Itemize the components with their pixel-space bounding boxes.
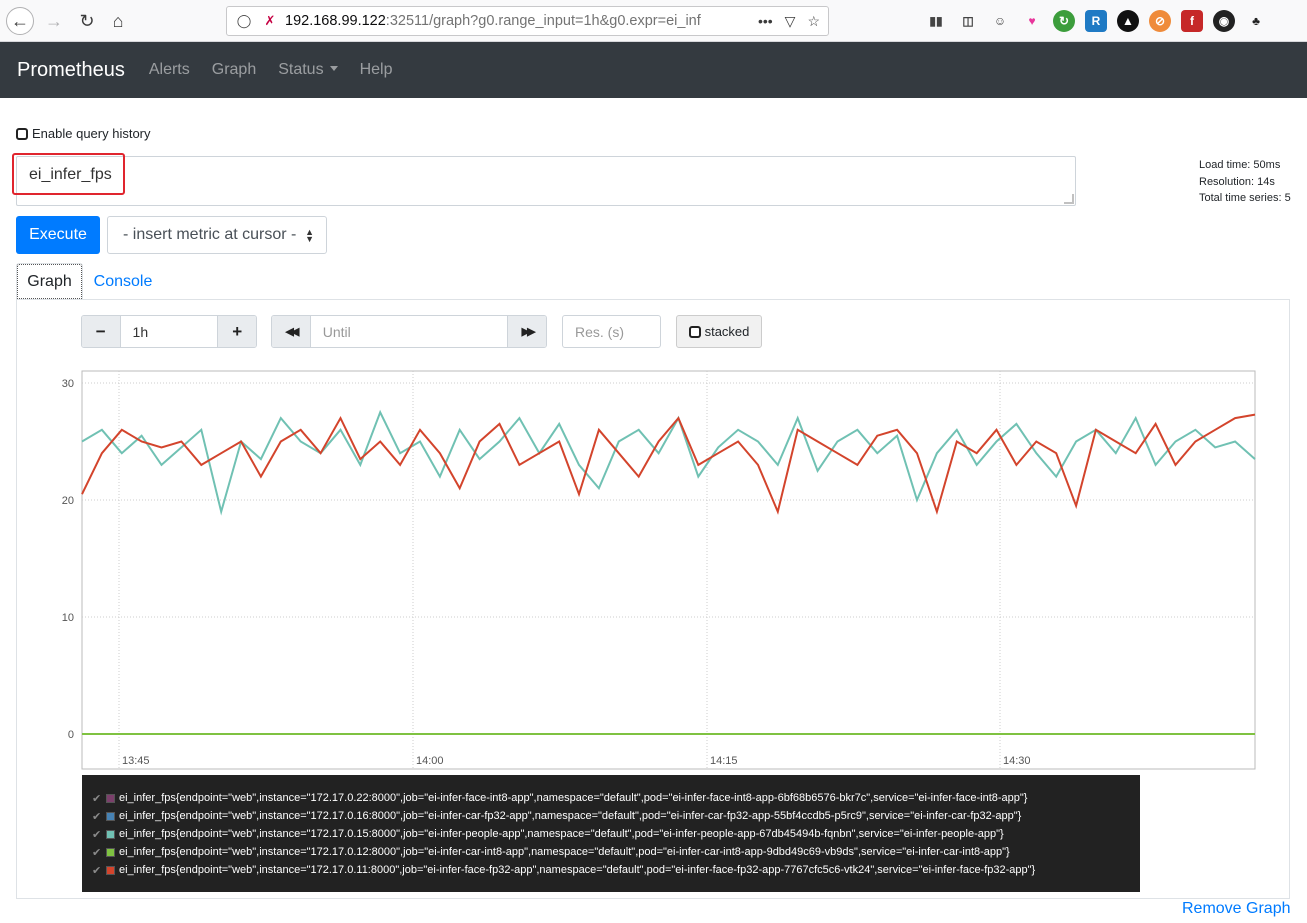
query-stats: Load time: 50ms Resolution: 14s Total ti… — [1199, 157, 1291, 207]
y-tick-label: 30 — [62, 378, 74, 390]
legend-label: ei_infer_fps{endpoint="web",instance="17… — [119, 810, 1021, 822]
tab-console[interactable]: Console — [91, 263, 155, 300]
expression-input[interactable] — [16, 156, 1076, 206]
until-input[interactable]: Until — [310, 316, 509, 347]
stacked-checkbox[interactable] — [689, 326, 701, 338]
more-actions-icon[interactable]: ••• — [758, 13, 773, 30]
prometheus-navbar: Prometheus Alerts Graph Status Help — [0, 42, 1307, 98]
url-text[interactable]: 192.168.99.122:32511/graph?g0.range_inpu… — [285, 13, 740, 29]
range-plus-button[interactable]: + — [218, 316, 256, 347]
library-icon[interactable]: ▮▮ — [925, 10, 947, 32]
legend-label: ei_infer_fps{endpoint="web",instance="17… — [119, 864, 1035, 876]
r-extension-icon[interactable]: R — [1085, 10, 1107, 32]
legend-swatch — [106, 830, 115, 839]
remove-graph-link[interactable]: Remove Graph — [1182, 900, 1291, 918]
y-tick-label: 0 — [68, 729, 74, 741]
stacked-toggle[interactable]: stacked — [676, 315, 762, 348]
legend-swatch — [106, 848, 115, 857]
y-tick-label: 10 — [62, 612, 74, 624]
legend-label: ei_infer_fps{endpoint="web",instance="17… — [119, 828, 1004, 840]
view-tabs: Graph Console — [16, 263, 1290, 300]
tab-graph[interactable]: Graph — [16, 263, 83, 300]
legend-swatch — [106, 812, 115, 821]
series-legend: ✔ ei_infer_fps{endpoint="web",instance="1… — [82, 775, 1140, 892]
bookmark-star-icon[interactable]: ☆ — [807, 13, 820, 30]
update-extension-icon[interactable]: ↻ — [1053, 10, 1075, 32]
pocket-icon[interactable]: ▽ — [785, 13, 796, 30]
check-icon: ✔ — [92, 864, 106, 877]
linux-extension-icon[interactable]: ▲ — [1117, 10, 1139, 32]
browser-toolbar: ← → ↻ ⌂ ◯ ✗ 192.168.99.122:32511/graph?g… — [0, 0, 1307, 42]
total-series: Total time series: 5 — [1199, 190, 1291, 207]
legend-label: ei_infer_fps{endpoint="web",instance="17… — [119, 792, 1027, 804]
check-icon: ✔ — [92, 846, 106, 859]
query-history-toggle[interactable]: Enable query history — [16, 126, 151, 141]
legend-item[interactable]: ✔ ei_infer_fps{endpoint="web",instance="1… — [92, 789, 1140, 807]
insecure-lock-icon[interactable]: ✗ — [261, 12, 279, 30]
check-icon: ✔ — [92, 828, 106, 841]
url-bar[interactable]: ◯ ✗ 192.168.99.122:32511/graph?g0.range_… — [226, 6, 829, 36]
range-minus-button[interactable]: − — [82, 316, 120, 347]
expression-text[interactable]: ei_infer_fps — [29, 166, 112, 184]
shield-icon[interactable]: ◯ — [235, 12, 253, 30]
legend-item[interactable]: ✔ ei_infer_fps{endpoint="web",instance="1… — [92, 825, 1140, 843]
block-extension-icon[interactable]: ⊘ — [1149, 10, 1171, 32]
rewind-button[interactable]: ◀◀ — [272, 316, 310, 347]
reload-icon[interactable]: ↻ — [73, 7, 101, 35]
x-tick-label: 14:30 — [1003, 755, 1031, 767]
chevron-down-icon — [330, 66, 338, 71]
check-icon: ✔ — [92, 792, 106, 805]
graph-chart[interactable]: 0 10 20 30 13:45 14:00 14:15 14:30 — [40, 365, 1260, 775]
legend-swatch — [106, 866, 115, 875]
sidebar-icon[interactable]: ◫ — [957, 10, 979, 32]
account-icon[interactable]: ☺ — [989, 10, 1011, 32]
end-time-control: ◀◀ Until ▶▶ — [271, 315, 547, 348]
query-history-checkbox[interactable] — [16, 128, 28, 140]
resize-grip-icon[interactable] — [1064, 194, 1074, 204]
query-history-label: Enable query history — [32, 126, 151, 141]
check-icon: ✔ — [92, 810, 106, 823]
legend-swatch — [106, 794, 115, 803]
nav-help[interactable]: Help — [360, 61, 393, 79]
back-icon[interactable]: ← — [6, 7, 34, 35]
range-input[interactable]: 1h — [120, 316, 219, 347]
forward-icon[interactable]: → — [40, 7, 68, 35]
legend-item[interactable]: ✔ ei_infer_fps{endpoint="web",instance="1… — [92, 861, 1140, 879]
x-tick-label: 14:15 — [710, 755, 738, 767]
x-tick-label: 14:00 — [416, 755, 444, 767]
x-tick-label: 13:45 — [122, 755, 150, 767]
legend-label: ei_infer_fps{endpoint="web",instance="17… — [119, 846, 1010, 858]
insert-metric-select[interactable]: - insert metric at cursor - ▲ ▼ — [107, 216, 327, 254]
nav-status[interactable]: Status — [278, 61, 337, 79]
color-extension-icon[interactable]: ◉ — [1213, 10, 1235, 32]
y-tick-label: 20 — [62, 495, 74, 507]
stacked-label: stacked — [705, 324, 750, 339]
brand-link[interactable]: Prometheus — [17, 59, 125, 82]
resolution-input[interactable]: Res. (s) — [562, 315, 661, 348]
forward-button[interactable]: ▶▶ — [508, 316, 546, 347]
chart-svg[interactable]: 0 10 20 30 13:45 14:00 14:15 14:30 — [40, 365, 1260, 775]
heart-extension-icon[interactable]: ♥ — [1021, 10, 1043, 32]
legend-item[interactable]: ✔ ei_infer_fps{endpoint="web",instance="1… — [92, 843, 1140, 861]
nav-alerts[interactable]: Alerts — [149, 61, 190, 79]
range-control: − 1h + — [81, 315, 257, 348]
legend-item[interactable]: ✔ ei_infer_fps{endpoint="web",instance="1… — [92, 807, 1140, 825]
gnome-extension-icon[interactable]: ♣ — [1245, 10, 1267, 32]
nav-graph[interactable]: Graph — [212, 61, 256, 79]
execute-button[interactable]: Execute — [16, 216, 100, 254]
select-arrows-icon: ▲ ▼ — [305, 229, 314, 243]
flash-extension-icon[interactable]: f — [1181, 10, 1203, 32]
load-time: Load time: 50ms — [1199, 157, 1291, 174]
home-icon[interactable]: ⌂ — [104, 7, 132, 35]
resolution: Resolution: 14s — [1199, 174, 1291, 191]
